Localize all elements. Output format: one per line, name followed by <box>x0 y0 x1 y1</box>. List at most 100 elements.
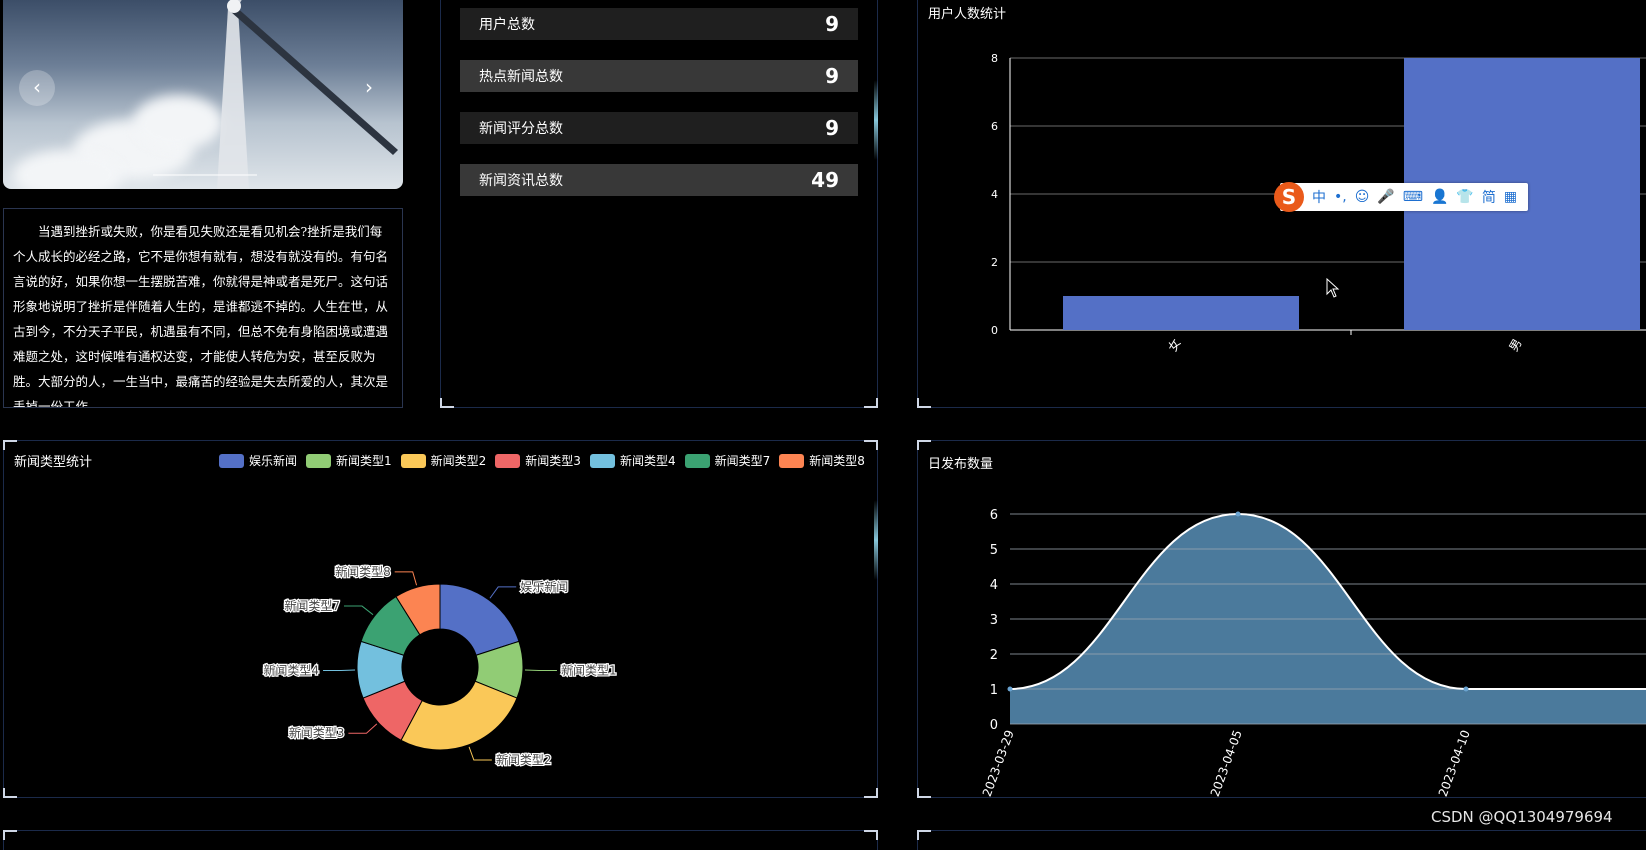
corner-decoration <box>440 398 454 408</box>
legend-item[interactable]: 娱乐新闻 <box>219 452 297 469</box>
stat-user-total: 用户总数 9 <box>460 8 858 40</box>
slice-label-line <box>344 606 373 615</box>
carousel-indicator[interactable] <box>153 174 257 176</box>
stat-label: 新闻评分总数 <box>479 118 563 138</box>
slice-label-line <box>395 572 417 585</box>
user-chart-title: 用户人数统计 <box>928 3 1006 22</box>
legend-item[interactable]: 新闻类型4 <box>590 452 676 469</box>
wind-turbine-image <box>3 0 403 189</box>
y-tick-label: 4 <box>991 188 998 201</box>
y-tick-label: 3 <box>990 613 998 628</box>
stat-news-rating-total: 新闻评分总数 9 <box>460 112 858 144</box>
stat-label: 热点新闻总数 <box>479 66 563 86</box>
article-text-box: 当遇到挫折或失败，你是看见失败还是看见机会?挫折是我们每个人成长的必经之路，它不… <box>3 208 403 408</box>
slice-label: 新闻类型7 <box>284 598 340 613</box>
slice-label-line <box>490 587 516 598</box>
ime-voice-icon[interactable]: 🎤 <box>1377 189 1394 205</box>
stat-value: 9 <box>825 12 839 36</box>
ime-punctuation-icon[interactable]: •, <box>1334 189 1347 205</box>
bottom-right-panel <box>917 830 1646 850</box>
legend-label: 新闻类型4 <box>620 452 676 469</box>
y-tick-label: 2 <box>991 256 998 269</box>
y-tick-label: 1 <box>990 683 998 698</box>
slice-label: 新闻类型3 <box>289 725 345 740</box>
y-tick-label: 6 <box>990 508 998 523</box>
y-tick-label: 2 <box>990 648 998 663</box>
corner-decoration <box>3 440 17 450</box>
ime-simplified-icon[interactable]: 简 <box>1482 187 1496 207</box>
legend-item[interactable]: 新闻类型8 <box>779 452 865 469</box>
slice-label: 新闻类型4 <box>263 662 319 677</box>
stat-label: 用户总数 <box>479 14 535 34</box>
corner-decoration <box>3 830 17 840</box>
legend-item[interactable]: 新闻类型7 <box>685 452 771 469</box>
glow-decoration <box>874 500 878 580</box>
y-tick-label: 5 <box>990 543 998 558</box>
stat-value: 9 <box>825 64 839 88</box>
legend-label: 新闻类型2 <box>431 452 487 469</box>
ime-keyboard-icon[interactable]: ⌨ <box>1403 189 1423 205</box>
donut-slice <box>440 584 519 655</box>
y-tick-label: 4 <box>990 578 998 593</box>
corner-decoration <box>864 440 878 450</box>
stat-hot-news-total: 热点新闻总数 9 <box>460 60 858 92</box>
corner-decoration <box>3 788 17 798</box>
corner-decoration <box>917 440 931 450</box>
glow-decoration <box>874 80 878 160</box>
ime-toolbar[interactable]: S 中 •, ☺ 🎤 ⌨ 👤 👕 简 ▦ <box>1280 183 1528 211</box>
donut-slice <box>401 681 517 750</box>
legend-label: 新闻类型7 <box>715 452 771 469</box>
csdn-watermark: CSDN @QQ1304979694 <box>1431 808 1613 826</box>
data-point <box>1464 687 1469 692</box>
stat-value: 9 <box>825 116 839 140</box>
news-type-legend: 娱乐新闻 新闻类型1 新闻类型2 新闻类型3 新闻类型4 新闻类型7 新闻类型8 <box>219 452 874 469</box>
ime-chinese-mode-icon[interactable]: 中 <box>1312 187 1326 207</box>
slice-label: 新闻类型2 <box>496 752 552 767</box>
data-point <box>1236 512 1241 517</box>
stat-value: 49 <box>811 168 839 192</box>
data-point <box>1008 687 1013 692</box>
legend-label: 新闻类型3 <box>525 452 581 469</box>
legend-swatch <box>590 454 615 468</box>
corner-decoration <box>864 788 878 798</box>
bottom-left-panel <box>3 830 878 850</box>
slice-label: 新闻类型1 <box>561 662 617 677</box>
ime-skin-icon[interactable]: 👕 <box>1456 189 1473 205</box>
stat-label: 新闻资讯总数 <box>479 170 563 190</box>
article-paragraph: 当遇到挫折或失败，你是看见失败还是看见机会?挫折是我们每个人成长的必经之路，它不… <box>13 219 394 408</box>
y-tick-label: 8 <box>991 52 998 65</box>
legend-label: 新闻类型1 <box>336 452 392 469</box>
image-carousel[interactable]: ‹ › <box>3 0 403 189</box>
ime-user-icon[interactable]: 👤 <box>1431 189 1448 205</box>
legend-swatch <box>219 454 244 468</box>
legend-item[interactable]: 新闻类型3 <box>495 452 581 469</box>
corner-decoration <box>864 398 878 408</box>
sogou-logo-icon[interactable]: S <box>1274 182 1304 212</box>
corner-decoration <box>917 398 931 408</box>
slice-label-line <box>469 747 492 760</box>
ime-emoji-icon[interactable]: ☺ <box>1355 189 1370 205</box>
daily-publish-title: 日发布数量 <box>928 453 993 472</box>
corner-decoration <box>864 830 878 840</box>
legend-item[interactable]: 新闻类型1 <box>306 452 392 469</box>
legend-label: 娱乐新闻 <box>249 452 297 469</box>
legend-item[interactable]: 新闻类型2 <box>401 452 487 469</box>
slice-label-line <box>348 724 376 733</box>
y-tick-label: 0 <box>990 718 998 733</box>
stat-news-info-total: 新闻资讯总数 49 <box>460 164 858 196</box>
x-tick-label: 女 <box>1165 336 1184 354</box>
x-tick-label: 男 <box>1506 337 1524 354</box>
y-tick-label: 0 <box>991 324 998 337</box>
carousel-prev-button[interactable]: ‹ <box>19 70 55 106</box>
corner-decoration <box>917 788 931 798</box>
x-tick-label: 2023-03-29 <box>980 728 1017 798</box>
ime-toolbox-icon[interactable]: ▦ <box>1504 189 1517 205</box>
legend-label: 新闻类型8 <box>809 452 865 469</box>
bar <box>1063 296 1299 330</box>
legend-swatch <box>779 454 804 468</box>
carousel-next-button[interactable]: › <box>351 70 387 106</box>
corner-decoration <box>917 830 931 840</box>
legend-swatch <box>401 454 426 468</box>
legend-swatch <box>306 454 331 468</box>
